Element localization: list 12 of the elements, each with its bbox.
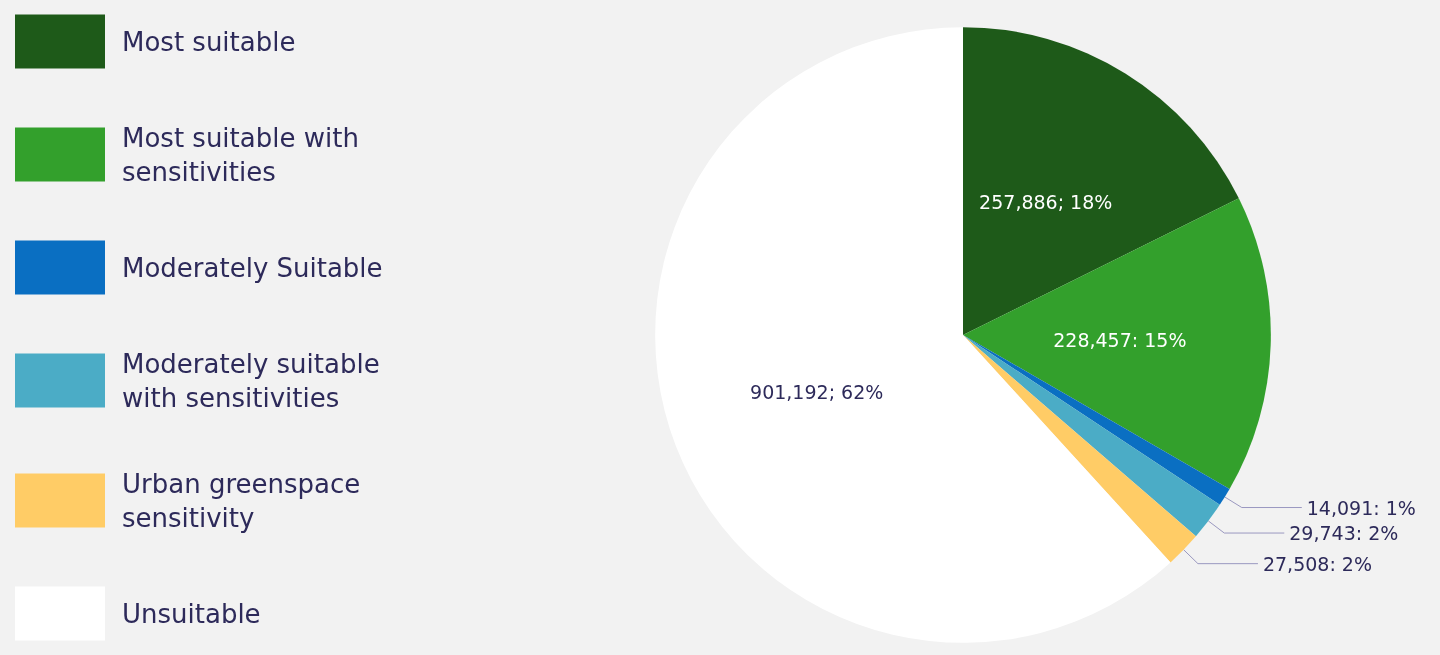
- data-label: 27,508: 2%: [1262, 552, 1373, 575]
- legend-label: Urban greenspace sensitivity: [122, 468, 369, 533]
- legend-label: Moderately suitable with sensitivities: [122, 348, 388, 413]
- data-label: 228,457: 15%: [1053, 329, 1187, 351]
- legend-label: Unsuitable: [122, 598, 261, 629]
- data-label: 257,886; 18%: [979, 190, 1113, 213]
- data-label: 29,743: 2%: [1289, 522, 1399, 545]
- data-label: 901,192; 62%: [750, 380, 884, 403]
- legend-label: Moderately Suitable: [122, 252, 383, 283]
- legend-label: Most suitable: [122, 26, 296, 57]
- data-label: 14,091: 1%: [1306, 496, 1416, 519]
- legend-label: Most suitable with sensitivities: [122, 122, 368, 187]
